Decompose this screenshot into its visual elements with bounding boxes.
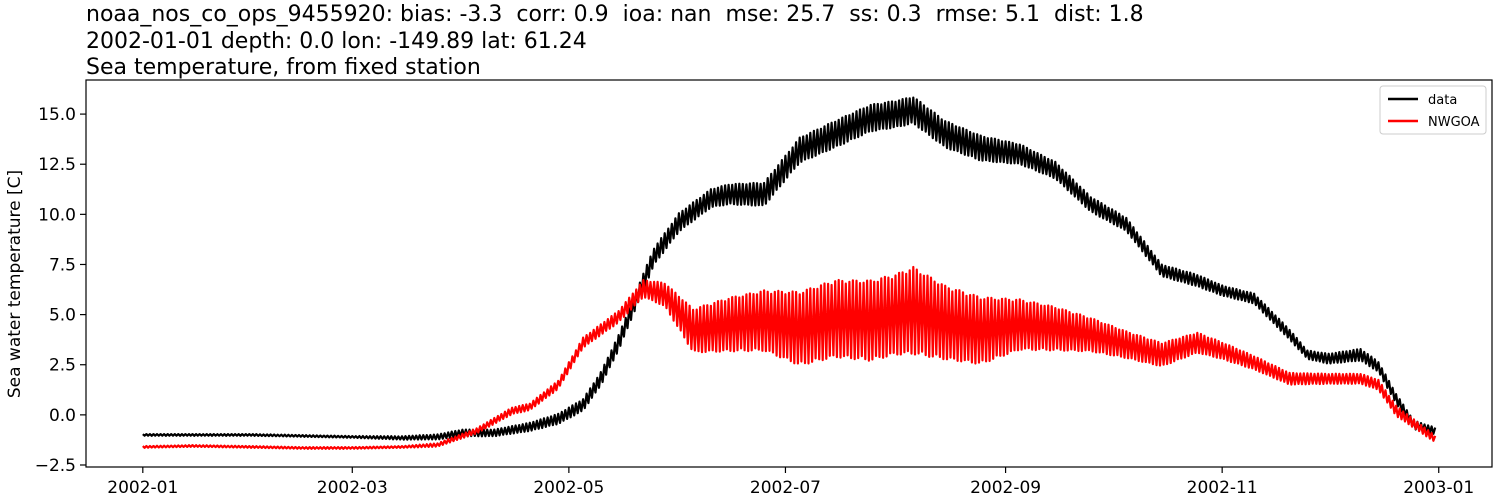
x-tick-label-5: 2002-11 (1187, 478, 1258, 498)
y-tick-label-5: 10.0 (38, 205, 76, 225)
x-tick-label-1: 2002-03 (317, 478, 388, 498)
plot-frame (85, 79, 1493, 468)
legend: data NWGOA (1379, 85, 1487, 135)
x-tick-label-0: 2002-01 (107, 478, 178, 498)
x-tick-label-2: 2002-05 (533, 478, 604, 498)
axes-layer: 2002-01 2002-03 2002-05 2002-07 2002-09 2002-… (35, 105, 1475, 498)
y-tick-label-4: 7.5 (49, 255, 76, 275)
y-axis-label: Sea water temperature [C] (5, 170, 25, 398)
x-tick-label-3: 2002-07 (750, 478, 821, 498)
plot-series-layer (142, 96, 1437, 450)
x-tick-label-6: 2003-01 (1403, 478, 1474, 498)
chart-title-metrics: noaa_nos_co_ops_9455920: bias: -3.3 corr… (86, 2, 1144, 27)
y-tick-label-6: 12.5 (38, 155, 76, 175)
series-line-nwgoa (142, 265, 1437, 450)
legend-label-nwgoa: NWGOA (1428, 115, 1480, 130)
legend-label-data: data (1428, 93, 1457, 108)
y-tick-label-0: −2.5 (35, 456, 76, 476)
y-tick-label-3: 5.0 (49, 306, 76, 326)
series-line-data (142, 96, 1437, 441)
y-tick-label-1: 0.0 (49, 406, 76, 426)
y-tick-label-2: 2.5 (49, 356, 76, 376)
x-tick-label-4: 2002-09 (970, 478, 1041, 498)
chart-title-station-info: 2002-01-01 depth: 0.0 lon: -149.89 lat: … (86, 29, 587, 54)
y-tick-label-7: 15.0 (38, 105, 76, 125)
chart-title: Sea temperature, from fixed station (86, 55, 481, 80)
